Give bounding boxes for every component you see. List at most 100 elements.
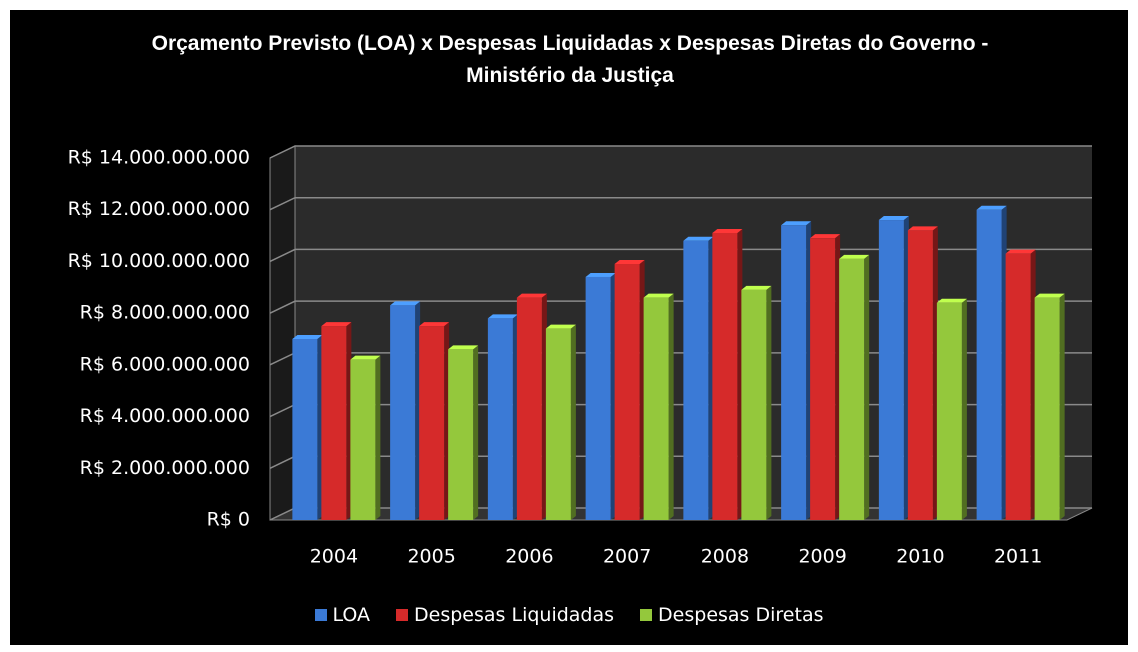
legend-swatch (396, 609, 409, 621)
bar-top (810, 234, 841, 239)
bar-top (907, 226, 938, 231)
bar-side (835, 234, 841, 520)
x-tick-label: 2004 (310, 546, 358, 568)
x-tick-label: 2005 (407, 546, 455, 568)
bar-side (444, 322, 450, 520)
legend-item: Despesas Diretas (640, 604, 823, 626)
bar-top (976, 205, 1007, 210)
bar-side (639, 260, 645, 520)
bar-side (1030, 249, 1036, 520)
bar-side (473, 345, 479, 520)
bar (810, 238, 836, 520)
bar (614, 264, 640, 520)
bar (781, 225, 807, 520)
legend-label: LOA (332, 604, 371, 626)
bar-side (375, 355, 381, 520)
bar-top (585, 272, 616, 277)
bar-side (903, 216, 909, 521)
x-tick-label: 2008 (701, 546, 749, 568)
bar-top (350, 355, 381, 360)
bar (292, 339, 318, 520)
bar (585, 276, 611, 520)
legend-item: Despesas Liquidadas (396, 604, 614, 626)
bar (839, 258, 865, 520)
bar-side (766, 285, 772, 520)
bar-top (643, 293, 674, 298)
bar-side (610, 272, 616, 520)
bar-side (1059, 293, 1065, 520)
legend-label: Despesas Liquidadas (414, 604, 615, 626)
bar-side (570, 324, 576, 520)
bar-top (1034, 293, 1065, 298)
bar-side (708, 236, 714, 520)
bar (419, 326, 445, 520)
bar-side (961, 298, 967, 520)
y-tick-label: R$ 8.000.000.000 (80, 302, 250, 324)
grid-line (269, 145, 1092, 159)
x-tick-label: 2009 (798, 546, 846, 568)
y-tick-label: R$ 12.000.000.000 (68, 198, 250, 220)
bar-top (321, 322, 352, 327)
bar-top (683, 236, 714, 241)
bar-top (516, 293, 547, 298)
bar-side (541, 293, 547, 520)
legend: LOA Despesas Liquidadas Despesas Diretas (0, 604, 1138, 626)
bar-side (415, 301, 421, 520)
legend-swatch (314, 609, 327, 621)
chart-title: Orçamento Previsto (LOA) x Despesas Liqu… (151, 32, 989, 87)
bar (487, 318, 513, 520)
bar (712, 232, 738, 520)
y-tick-label: R$ 10.000.000.000 (68, 250, 250, 272)
x-tick-label: 2007 (603, 546, 651, 568)
y-tick-label: R$ 6.000.000.000 (80, 353, 250, 375)
grid-line (269, 196, 1092, 211)
legend-item: LOA (314, 604, 371, 626)
bar-top (419, 322, 450, 327)
legend-swatch (640, 609, 653, 621)
bar-side (932, 226, 938, 520)
bar (390, 305, 416, 520)
bar-top (781, 221, 812, 226)
bar-top (878, 216, 909, 221)
bar-side (346, 322, 352, 520)
bar-side (737, 228, 743, 520)
bar-top (614, 260, 645, 265)
x-tick-label: 2011 (994, 546, 1042, 568)
bar-side (806, 221, 812, 520)
y-tick-label: R$ 4.000.000.000 (80, 405, 250, 427)
bar-top (712, 228, 743, 233)
bar-top (448, 345, 479, 350)
bar (976, 209, 1002, 520)
bar (741, 289, 767, 520)
y-tick-label: R$ 2.000.000.000 (80, 457, 250, 479)
x-tick-label: 2010 (896, 546, 944, 568)
bar (350, 359, 376, 520)
bar (545, 328, 571, 520)
bar-top (292, 335, 323, 339)
x-tick-label: 2006 (505, 546, 553, 568)
bar (643, 297, 669, 520)
bar (1034, 297, 1060, 520)
y-tick-label: R$ 0 (207, 509, 250, 531)
bar-top (487, 314, 518, 319)
bar-side (668, 293, 674, 520)
side-wall (269, 145, 296, 521)
bar-side (512, 314, 518, 520)
bar-top (936, 298, 967, 303)
legend-label: Despesas Diretas (658, 604, 824, 626)
bar (907, 230, 933, 520)
bar (1005, 253, 1031, 520)
bar (878, 220, 904, 521)
bar-side (317, 335, 323, 520)
bar-top (545, 324, 576, 329)
bar-top (839, 254, 870, 259)
bar-top (741, 285, 772, 290)
y-tick-label: R$ 14.000.000.000 (68, 147, 250, 169)
bar-side (864, 254, 870, 521)
bar (683, 240, 709, 520)
bar-top (1005, 249, 1036, 254)
bar (448, 349, 474, 520)
bar-top (390, 301, 421, 306)
